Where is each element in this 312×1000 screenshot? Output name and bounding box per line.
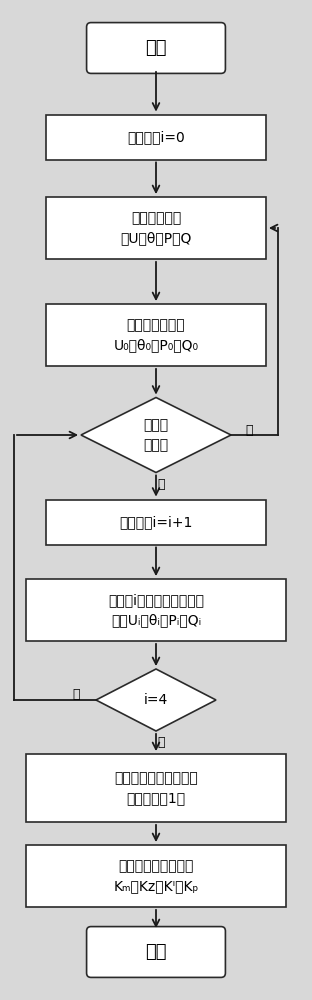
FancyBboxPatch shape [87, 927, 225, 977]
Bar [26, 579, 286, 641]
Bar [26, 845, 286, 907]
Text: 是: 是 [157, 736, 165, 750]
Text: 初始化，i=0: 初始化，i=0 [127, 130, 185, 144]
Text: 否: 否 [245, 424, 253, 436]
Text: 求解负荷各成分比例
Kₘ，Kᴢ，Kᴵ，Kₚ: 求解负荷各成分比例 Kₘ，Kᴢ，Kᴵ，Kₚ [113, 859, 199, 893]
Bar [46, 197, 266, 259]
Text: 扰动次数i=i+1: 扰动次数i=i+1 [119, 515, 193, 529]
Text: 测量负荷节点
的U，θ，P，Q: 测量负荷节点 的U，θ，P，Q [120, 211, 192, 245]
Text: 是: 是 [157, 478, 165, 491]
Text: 是否发
生扰动: 是否发 生扰动 [144, 418, 168, 452]
Bar [46, 304, 266, 366]
Polygon shape [96, 669, 216, 731]
Text: 开始: 开始 [145, 39, 167, 57]
Polygon shape [81, 397, 231, 473]
Text: 列写负荷模型的八元一
次方程组（1）: 列写负荷模型的八元一 次方程组（1） [114, 771, 198, 805]
Text: 结束: 结束 [145, 943, 167, 961]
Bar [46, 114, 266, 159]
Text: 否: 否 [72, 688, 80, 702]
Bar [26, 754, 286, 822]
Text: 记录第i次扰动后第一测量
点的Uᵢ，θᵢ，Pᵢ，Qᵢ: 记录第i次扰动后第一测量 点的Uᵢ，θᵢ，Pᵢ，Qᵢ [108, 593, 204, 627]
Text: i=4: i=4 [144, 693, 168, 707]
Text: 记录稳态测量值
U₀，θ₀，P₀，Q₀: 记录稳态测量值 U₀，θ₀，P₀，Q₀ [114, 318, 198, 352]
FancyBboxPatch shape [87, 23, 225, 73]
Bar [46, 499, 266, 544]
